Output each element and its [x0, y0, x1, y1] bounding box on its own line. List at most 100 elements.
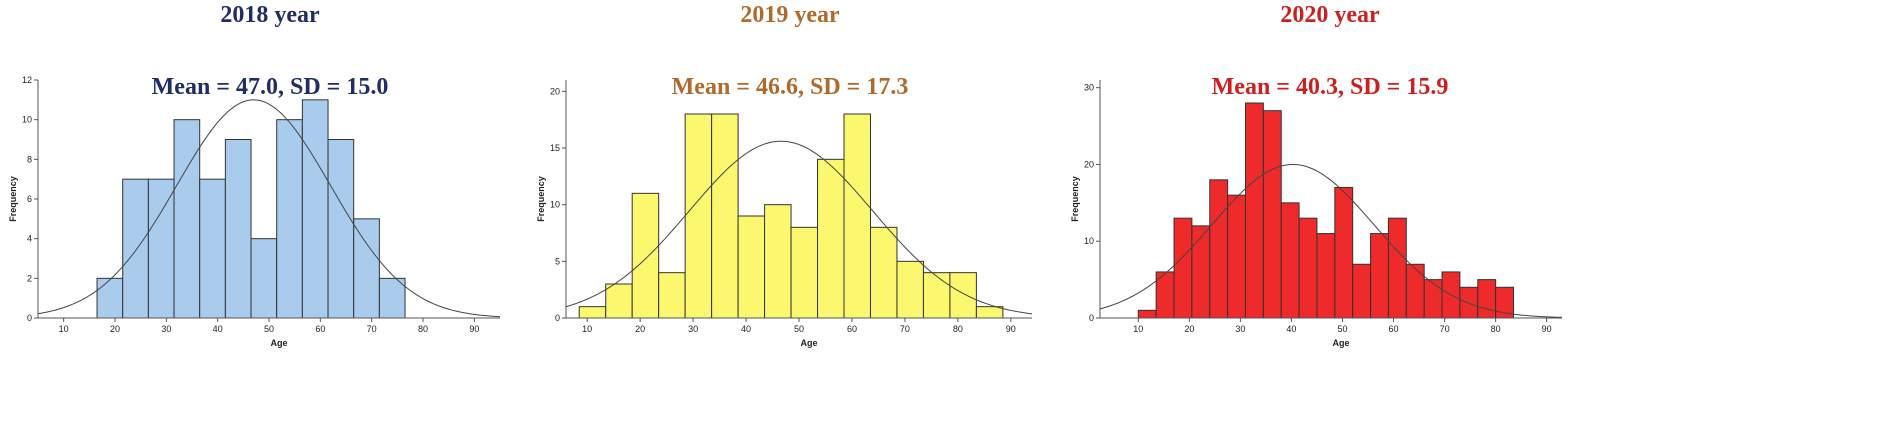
- histogram-bar: [1191, 225, 1211, 319]
- y-tick-label: 0: [555, 313, 560, 323]
- x-tick-label: 90: [1542, 324, 1552, 334]
- histogram-bar: [1316, 233, 1336, 319]
- x-tick-label: 50: [264, 324, 274, 334]
- x-tick-label: 60: [847, 324, 857, 334]
- y-tick-label: 0: [27, 313, 32, 323]
- normal-curve: [1099, 163, 1563, 318]
- histogram-bar: [122, 178, 149, 319]
- year-title: 2020 year: [1280, 2, 1380, 28]
- x-tick-label: 80: [1491, 324, 1501, 334]
- histogram-bar: [1423, 279, 1443, 319]
- x-axis-label: Age: [270, 338, 287, 348]
- y-axis-label: Frequency: [1070, 176, 1080, 222]
- y-axis-label: Frequency: [8, 176, 18, 222]
- x-tick-label: 10: [582, 324, 592, 334]
- normal-curve: [565, 140, 1033, 315]
- histogram-bar: [1387, 217, 1407, 319]
- y-tick-label: 0: [1089, 313, 1094, 323]
- histogram-bar: [975, 306, 1004, 319]
- histogram-bar: [1405, 263, 1425, 319]
- histogram-bar: [1173, 217, 1193, 319]
- histogram-bar: [1459, 286, 1479, 319]
- histogram-bar: [922, 272, 951, 319]
- histogram-2019: 0 5 10 15 20 10 20 30 40 50 60 70 80 90 Age Frequency: [536, 80, 1033, 348]
- histogram-bar: [631, 192, 660, 319]
- histogram-bar: [327, 139, 355, 319]
- histogram-bar: [711, 113, 739, 319]
- y-tick-label: 10: [1084, 236, 1094, 246]
- histogram-bar: [378, 277, 406, 319]
- x-tick-label: 50: [1337, 324, 1347, 334]
- histogram-bar: [896, 260, 924, 319]
- histogram-bar: [96, 277, 124, 319]
- histogram-bar: [173, 119, 201, 319]
- histogram-bar: [1137, 309, 1157, 319]
- x-tick-label: 20: [635, 324, 645, 334]
- chart-panel-2019: 2019 year Mean = 46.6, SD = 17.3 0 5 10 15 2…: [520, 0, 1060, 432]
- histogram-bar: [1227, 194, 1246, 319]
- x-tick-label: 60: [1389, 324, 1399, 334]
- y-tick-label: 6: [27, 194, 32, 204]
- chart-title: Mean = 47.0, SD = 15.0: [151, 74, 389, 100]
- histogram-bar: [301, 99, 329, 319]
- chart-title: Mean = 46.6, SD = 17.3: [671, 74, 909, 100]
- y-tick-label: 10: [550, 200, 560, 210]
- histogram-bar: [869, 226, 898, 319]
- histogram-bar: [276, 119, 303, 319]
- histogram-bar: [817, 158, 845, 319]
- histogram-bar: [1262, 110, 1282, 319]
- x-tick-label: 60: [315, 324, 325, 334]
- x-tick-label: 70: [367, 324, 377, 334]
- histogram-bar: [1352, 263, 1372, 319]
- x-tick-label: 90: [1006, 324, 1016, 334]
- y-tick-label: 2: [27, 273, 32, 283]
- bars: [1137, 102, 1515, 319]
- y-axis-label: Frequency: [536, 176, 546, 222]
- x-tick-label: 30: [1235, 324, 1245, 334]
- x-axis-label: Age: [800, 338, 817, 348]
- chart-title: Mean = 40.3, SD = 15.9: [1211, 74, 1449, 100]
- x-tick-label: 30: [161, 324, 171, 334]
- x-tick-label: 10: [1133, 324, 1143, 334]
- y-tick-label: 10: [22, 115, 32, 125]
- histogram-bar: [684, 113, 713, 319]
- chart-panel-2020: 2020 year Mean = 40.3, SD = 15.9 0 10 20 30…: [1060, 0, 1902, 432]
- bars: [578, 113, 1004, 319]
- histogram-bar: [790, 226, 819, 319]
- x-tick-label: 70: [1440, 324, 1450, 334]
- bars: [96, 99, 406, 319]
- x-tick-label: 80: [953, 324, 963, 334]
- x-tick-label: 10: [59, 324, 69, 334]
- histogram-bar: [147, 178, 175, 319]
- histogram-bar: [949, 272, 977, 319]
- y-tick-label: 5: [555, 256, 560, 266]
- x-axis-label: Age: [1332, 338, 1349, 348]
- x-tick-label: 80: [418, 324, 428, 334]
- histogram-bar: [224, 139, 252, 319]
- histogram-bar: [353, 218, 380, 319]
- histogram-bar: [1298, 217, 1318, 319]
- histogram-2018: 0 2 4 6 8 10 12 10 20 30 40 50 60 70 80 90 Age Frequency: [8, 75, 501, 348]
- histogram-bar: [605, 283, 633, 319]
- y-tick-label: 8: [27, 154, 32, 164]
- x-tick-label: 40: [1286, 324, 1296, 334]
- histogram-bar: [1370, 233, 1389, 319]
- histogram-bar: [199, 178, 226, 319]
- x-tick-label: 70: [900, 324, 910, 334]
- x-tick-label: 50: [794, 324, 804, 334]
- histogram-bar: [658, 272, 686, 319]
- histogram-bar: [250, 238, 278, 319]
- year-title: 2018 year: [220, 2, 320, 28]
- chart-panel-2018: 2018 year Mean = 47.0, SD = 15.0 0 2 4 6 8 10…: [0, 0, 520, 432]
- x-tick-label: 20: [110, 324, 120, 334]
- histogram-bar: [843, 113, 871, 319]
- normal-curve: [37, 99, 501, 318]
- histogram-bar: [764, 204, 792, 319]
- histogram-bar: [737, 215, 766, 319]
- histogram-bar: [1477, 279, 1497, 319]
- y-tick-label: 4: [27, 234, 32, 244]
- x-tick-label: 40: [741, 324, 751, 334]
- y-tick-label: 20: [550, 86, 560, 96]
- year-title: 2019 year: [740, 2, 840, 28]
- histogram-bar: [1334, 186, 1354, 319]
